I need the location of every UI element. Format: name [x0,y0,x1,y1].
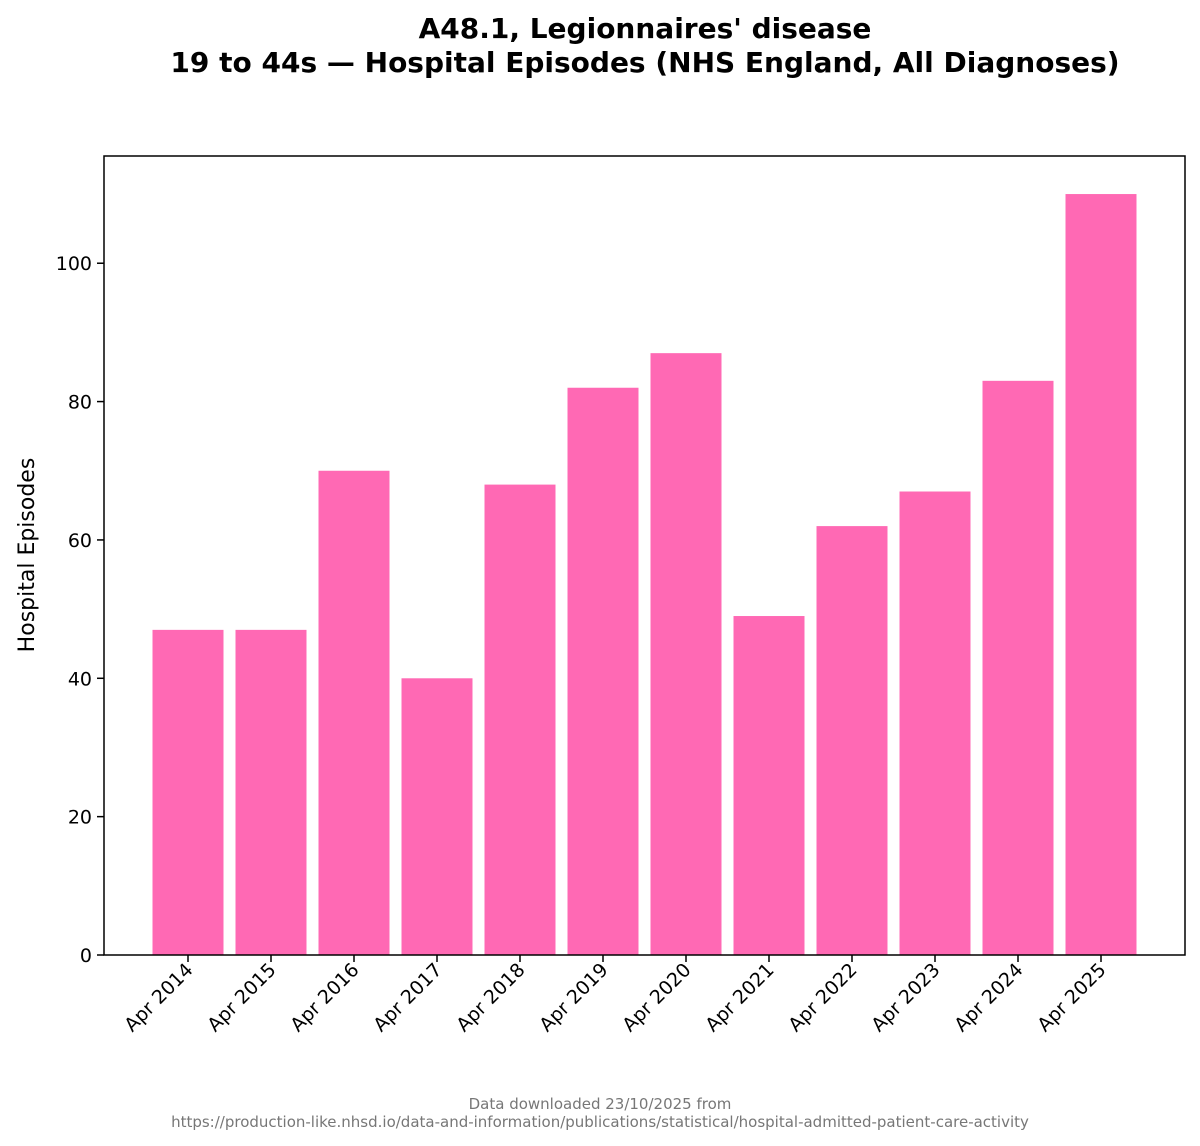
bar-apr-2018 [484,484,556,955]
chart-subtitle: 19 to 44s — Hospital Episodes (NHS Engla… [170,46,1120,79]
footer-note: Data downloaded 23/10/2025 from https://… [0,1095,1200,1131]
x-tick-label: Apr 2014 [120,959,197,1036]
x-tick-label: Apr 2017 [369,959,446,1036]
x-tick-label: Apr 2025 [1033,959,1110,1036]
y-tick-label: 0 [80,945,92,967]
x-tick-label: Apr 2015 [203,959,280,1036]
bar-apr-2021 [733,616,805,955]
y-tick-label: 20 [68,807,92,829]
chart-title: A48.1, Legionnaires' disease [418,12,872,45]
bar-apr-2020 [650,353,722,955]
y-tick-label: 100 [56,253,92,275]
footer-line-1: Data downloaded 23/10/2025 from [468,1095,732,1113]
plot-frame [103,155,1186,956]
bar-apr-2015 [235,629,307,955]
bar-apr-2014 [152,629,224,955]
x-tick-label: Apr 2016 [286,959,363,1036]
bar-apr-2022 [816,526,888,955]
chart-title-block: A48.1, Legionnaires' disease 19 to 44s —… [0,12,1200,80]
bar-apr-2016 [318,470,390,955]
y-tick-label: 60 [68,530,92,552]
x-tick-label: Apr 2020 [618,959,695,1036]
bars-group [152,194,1137,956]
y-tick-label: 40 [68,668,92,690]
bar-apr-2023 [899,491,971,955]
x-tick-label: Apr 2022 [784,959,861,1036]
footer-source-url: https://production-like.nhsd.io/data-and… [171,1113,1029,1131]
bar-apr-2017 [401,678,473,955]
bar-apr-2025 [1065,194,1137,956]
x-tick-label: Apr 2021 [701,959,778,1036]
bar-apr-2019 [567,387,639,955]
y-tick-label: 80 [68,392,92,414]
bar-apr-2024 [982,380,1054,955]
x-tick-label: Apr 2024 [950,959,1027,1036]
x-tick-label: Apr 2018 [452,959,529,1036]
x-tick-label: Apr 2023 [867,959,944,1036]
y-axis-label: Hospital Episodes [15,458,40,653]
x-tick-label: Apr 2019 [535,959,612,1036]
